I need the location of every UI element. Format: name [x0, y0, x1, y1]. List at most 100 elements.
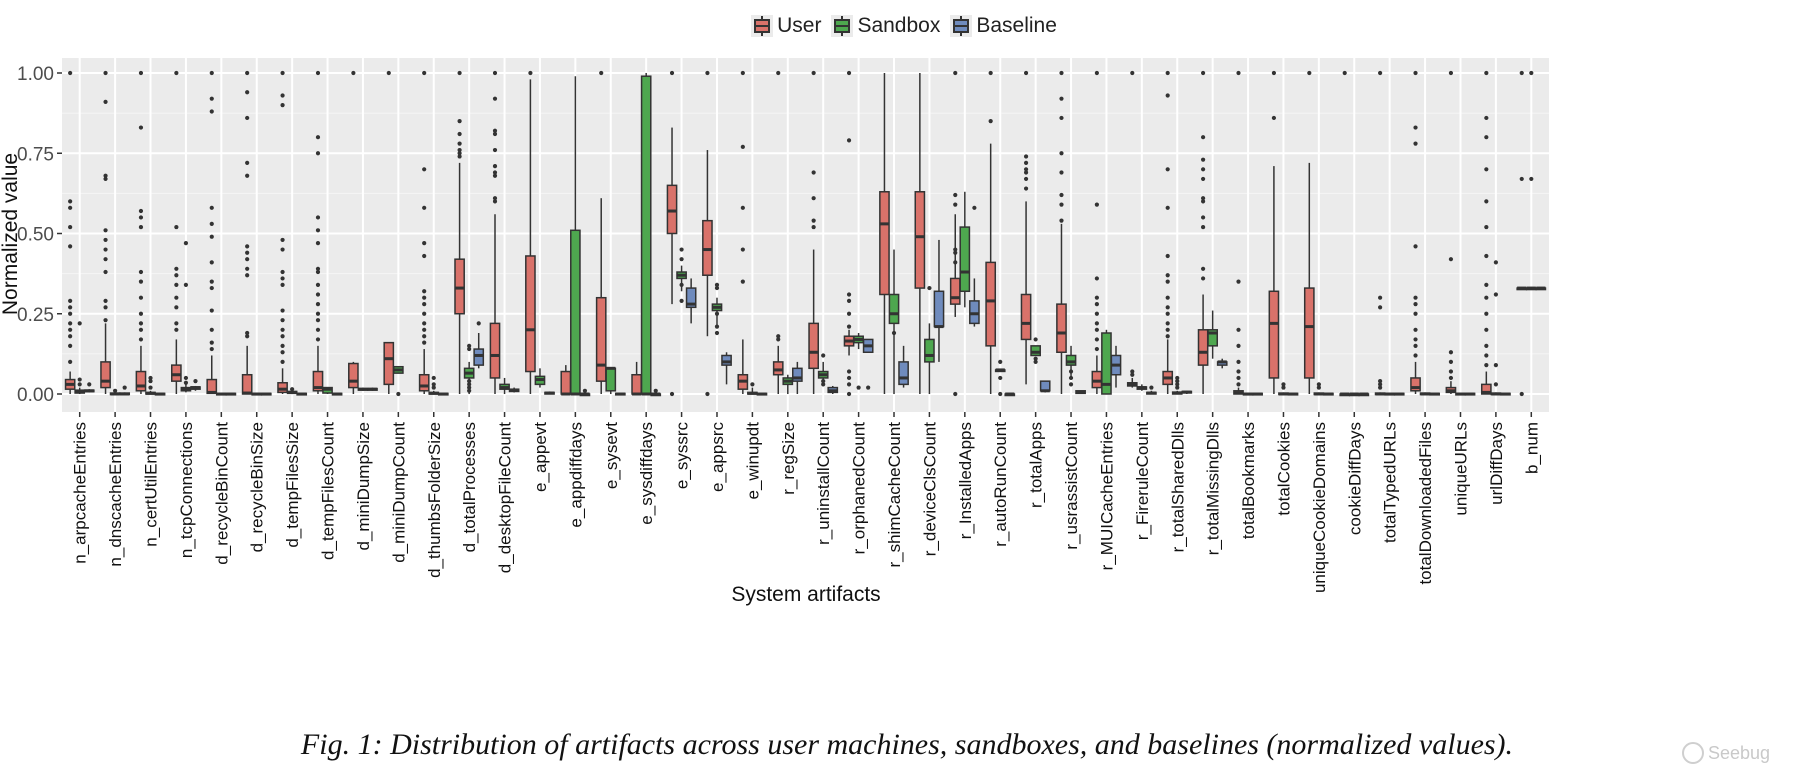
box-iqr [135, 370, 147, 392]
outlier-point [1165, 279, 1170, 284]
outlier-point [103, 176, 108, 182]
outlier-point [68, 311, 73, 316]
outlier-point [467, 385, 472, 390]
outlier-point [1059, 70, 1064, 76]
outlier-point [811, 70, 816, 76]
outlier-point [209, 279, 214, 284]
outlier-point [209, 221, 214, 226]
outlier-point [1200, 215, 1206, 220]
outlier-point [740, 247, 745, 252]
outlier-point [245, 173, 250, 178]
outlier-point [1413, 125, 1418, 130]
box-sandbox [1490, 260, 1502, 396]
outlier-point [1484, 343, 1489, 348]
outlier-point [103, 318, 108, 323]
box-baseline [721, 352, 732, 385]
outlier-point [103, 257, 108, 262]
x-tick-label: d_totalProcesses [460, 422, 479, 552]
outlier-point [1165, 273, 1170, 278]
outlier-point [811, 224, 816, 230]
x-axis: n_arpcacheEntries n_dnscacheEntries n_cert… [71, 412, 1541, 593]
outlier-point [68, 321, 73, 326]
outlier-point [1059, 151, 1064, 156]
legend-item-user: User [751, 14, 821, 38]
outlier-point [138, 279, 144, 284]
outlier-point [315, 327, 321, 332]
outlier-point [103, 70, 108, 76]
outlier-point [1484, 70, 1489, 76]
box-baseline [119, 385, 131, 396]
outlier-point [1200, 167, 1206, 172]
outlier-point [846, 391, 852, 397]
outlier-point [457, 119, 462, 124]
outlier-point [1448, 70, 1454, 76]
outlier-point [1413, 302, 1418, 307]
outlier-point [1165, 253, 1170, 259]
outlier-point [280, 327, 285, 332]
outlier-point [953, 391, 958, 397]
y-tick-label: 0.00 [17, 385, 54, 406]
outlier-point [245, 334, 250, 339]
outlier-point [68, 70, 73, 76]
box-baseline [331, 392, 343, 396]
outlier-point [582, 388, 588, 393]
outlier-point [1281, 382, 1286, 387]
outlier-point [103, 269, 108, 275]
outlier-point [315, 228, 321, 233]
outlier-point [1094, 70, 1099, 76]
outlier-point [245, 250, 250, 255]
box-user [949, 70, 961, 397]
outlier-point [953, 247, 958, 252]
outlier-point [953, 70, 958, 76]
outlier-point [1059, 170, 1064, 175]
outlier-point [846, 292, 852, 297]
x-tick-label: r_totalApps [1027, 422, 1046, 508]
outlier-point [714, 282, 720, 287]
outlier-point [209, 96, 214, 101]
outlier-point [1200, 135, 1206, 140]
outlier-point [1094, 276, 1099, 281]
outlier-point [1023, 176, 1029, 182]
outlier-point [1493, 363, 1498, 368]
outlier-point [245, 70, 250, 76]
outlier-point [457, 70, 462, 76]
x-tick-label: totalTypedURLs [1381, 422, 1400, 543]
outlier-point [705, 70, 710, 76]
box-iqr [171, 364, 182, 382]
outlier-point [972, 205, 977, 210]
box-sandbox [1101, 329, 1112, 395]
box-sandbox [959, 191, 971, 308]
outlier-point [1059, 115, 1064, 121]
outlier-point [138, 311, 144, 316]
x-tick-label: d_thumbsFolderSize [425, 422, 444, 578]
outlier-point [315, 266, 321, 271]
outlier-point [68, 205, 73, 210]
outlier-point [1165, 167, 1170, 172]
outlier-point [103, 228, 108, 233]
box-baseline [933, 239, 945, 362]
x-tick-label: r_usrassistCount [1062, 422, 1081, 550]
box-iqr [100, 361, 111, 389]
outlier-point [669, 70, 675, 76]
outlier-point [866, 385, 871, 390]
box-user [737, 70, 749, 394]
box-iqr [702, 219, 713, 276]
outlier-point [1378, 295, 1383, 300]
outlier-point [1484, 282, 1489, 287]
x-tick-label: uniqueCookieDomains [1310, 422, 1329, 593]
legend-label-user: User [777, 14, 822, 37]
outlier-point [998, 391, 1003, 397]
outlier-point [103, 298, 108, 304]
box-baseline [1075, 390, 1086, 395]
box-baseline [1110, 345, 1122, 388]
outlier-point [1059, 218, 1064, 223]
outlier-point [209, 205, 214, 210]
outlier-point [183, 380, 189, 385]
box-baseline [473, 321, 485, 369]
box-iqr [879, 191, 890, 296]
box-baseline [827, 385, 839, 394]
outlier-point [68, 327, 73, 332]
outlier-point [1413, 327, 1418, 332]
outlier-point [492, 163, 498, 169]
x-tick-label: cookieDiffDays [1345, 422, 1364, 535]
